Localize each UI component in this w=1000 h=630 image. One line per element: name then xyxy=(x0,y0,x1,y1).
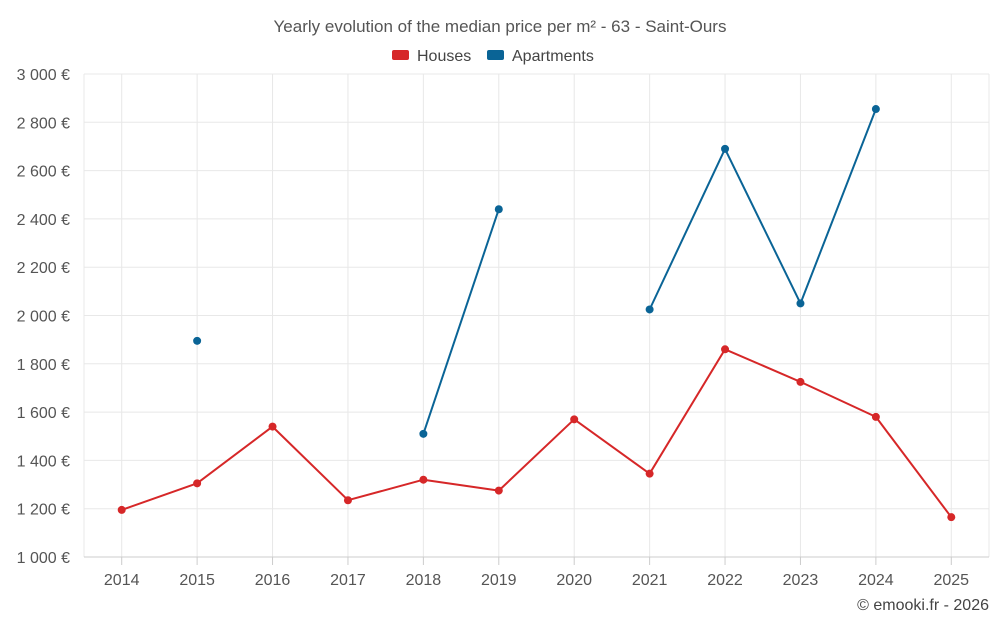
x-tick-label: 2018 xyxy=(406,572,442,589)
data-point-houses-2022[interactable] xyxy=(721,345,730,354)
y-tick-label: 2 400 € xyxy=(17,212,70,229)
legend-label-apartments: Apartments xyxy=(512,48,594,65)
y-tick-label: 1 000 € xyxy=(17,550,70,567)
series-apartments xyxy=(193,105,880,438)
x-tick-label: 2021 xyxy=(632,572,668,589)
y-tick-label: 2 600 € xyxy=(17,164,70,181)
data-point-houses-2020[interactable] xyxy=(570,415,579,424)
x-tick-label: 2025 xyxy=(933,572,969,589)
data-point-houses-2015[interactable] xyxy=(193,479,202,488)
data-point-apartments-2015[interactable] xyxy=(193,336,202,345)
y-tick-label: 1 200 € xyxy=(17,502,70,519)
data-point-apartments-2019[interactable] xyxy=(494,205,503,214)
series-line-houses xyxy=(121,348,953,518)
x-tick-label: 2020 xyxy=(556,572,592,589)
x-tick-label: 2015 xyxy=(179,572,215,589)
x-tick-label: 2024 xyxy=(858,572,894,589)
data-point-apartments-2022[interactable] xyxy=(721,144,730,153)
legend: Houses Apartments xyxy=(392,48,594,65)
data-point-houses-2014[interactable] xyxy=(117,505,126,514)
credit-text: © emooki.fr - 2026 xyxy=(857,597,989,614)
data-point-houses-2018[interactable] xyxy=(419,475,428,484)
x-tick-label: 2019 xyxy=(481,572,517,589)
series-houses xyxy=(117,345,956,522)
y-tick-label: 1 400 € xyxy=(17,453,70,470)
y-tick-label: 1 800 € xyxy=(17,357,70,374)
grid xyxy=(83,73,990,557)
legend-label-houses: Houses xyxy=(417,48,471,65)
data-point-apartments-2024[interactable] xyxy=(871,105,880,114)
series-line-apartments xyxy=(422,208,500,435)
series-layer xyxy=(117,105,956,522)
data-point-apartments-2018[interactable] xyxy=(419,429,428,438)
data-point-houses-2025[interactable] xyxy=(947,513,956,522)
data-point-houses-2023[interactable] xyxy=(796,377,805,386)
x-tick-label: 2023 xyxy=(783,572,819,589)
data-point-apartments-2021[interactable] xyxy=(645,305,654,314)
series-line-apartments xyxy=(648,108,877,310)
legend-item-houses[interactable]: Houses xyxy=(392,48,471,65)
y-tick-label: 2 000 € xyxy=(17,309,70,326)
axes: 1 000 € 1 200 € 1 400 € 1 600 € 1 800 € 2 000… xyxy=(17,67,989,589)
x-tick-label: 2014 xyxy=(104,572,140,589)
data-point-houses-2024[interactable] xyxy=(871,412,880,421)
data-point-houses-2016[interactable] xyxy=(268,422,277,431)
y-tick-label: 1 600 € xyxy=(17,405,70,422)
x-tick-label: 2017 xyxy=(330,572,366,589)
legend-swatch-apartments xyxy=(487,50,504,60)
data-point-houses-2017[interactable] xyxy=(343,496,352,505)
data-point-houses-2021[interactable] xyxy=(645,469,654,478)
chart-title: Yearly evolution of the median price per… xyxy=(274,17,727,36)
data-point-apartments-2023[interactable] xyxy=(796,299,805,308)
x-tick-label: 2022 xyxy=(707,572,743,589)
y-tick-label: 3 000 € xyxy=(17,67,70,84)
x-tick-label: 2016 xyxy=(255,572,291,589)
legend-item-apartments[interactable]: Apartments xyxy=(487,48,594,65)
y-tick-label: 2 800 € xyxy=(17,115,70,132)
y-tick-label: 2 200 € xyxy=(17,260,70,277)
legend-swatch-houses xyxy=(392,50,409,60)
data-point-houses-2019[interactable] xyxy=(494,486,503,495)
